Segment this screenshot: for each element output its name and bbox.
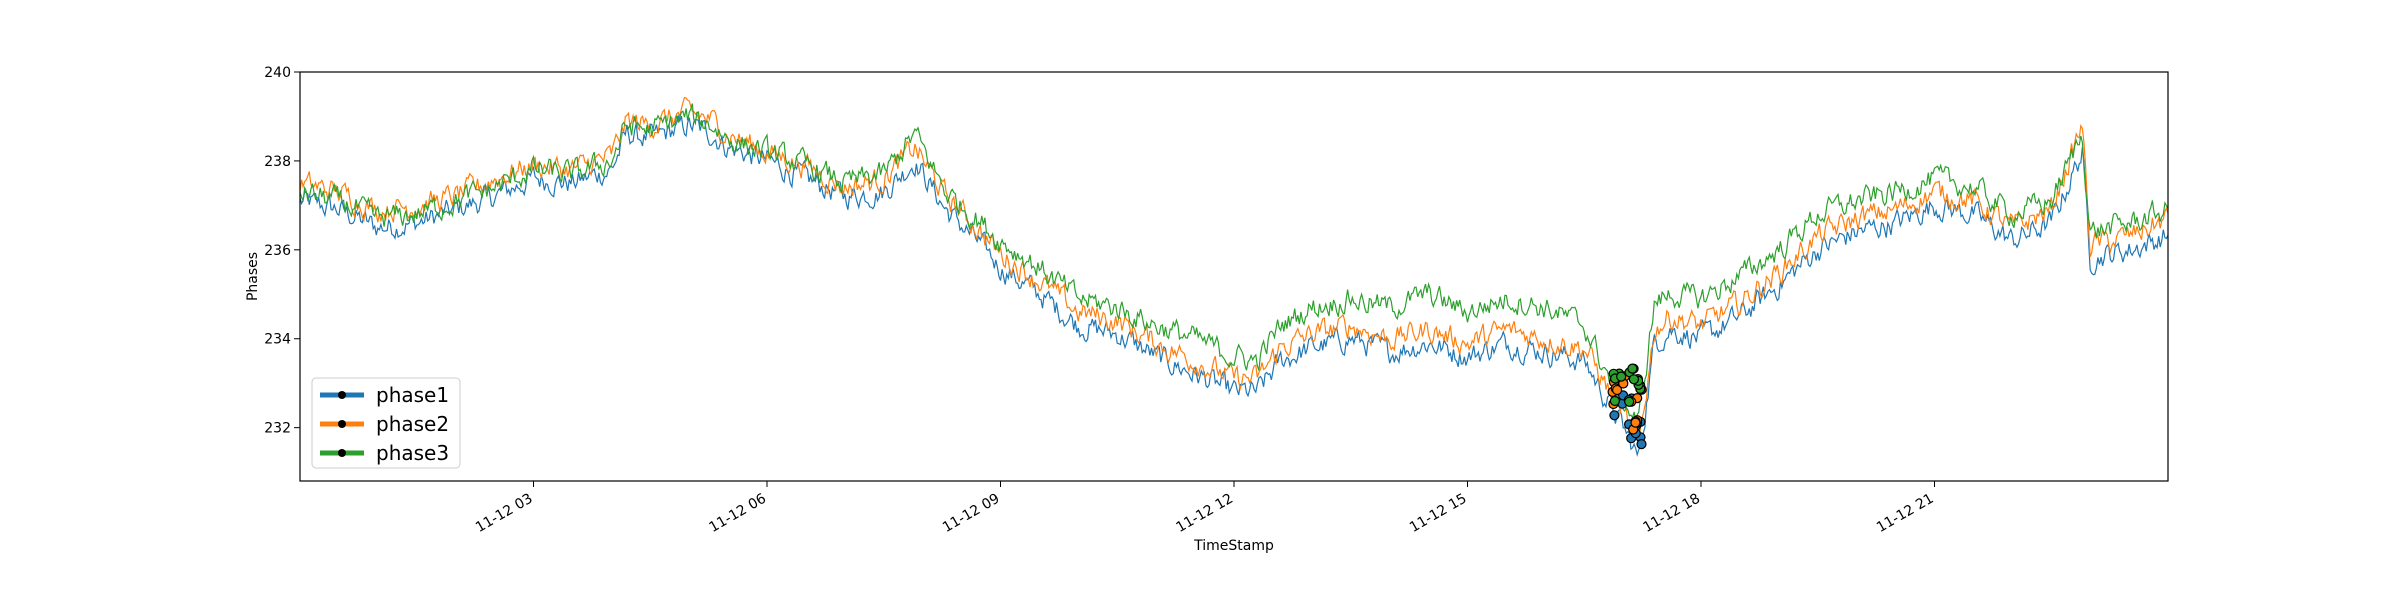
data-marker-phase1: [1636, 439, 1647, 450]
data-marker-phase3: [1624, 396, 1635, 407]
marker-layer: [1607, 363, 1647, 450]
legend-marker-phase2: [338, 420, 346, 428]
legend-label-phase2: phase2: [376, 412, 449, 436]
y-tick-label: 232: [264, 421, 291, 437]
y-tick-label: 234: [264, 332, 291, 348]
series-line-phase1: [300, 114, 2168, 458]
legend-marker-phase1: [338, 391, 346, 399]
y-axis-title: Phases: [245, 252, 261, 301]
series-line-phase2: [300, 96, 2168, 438]
y-tick-label: 238: [264, 154, 291, 170]
data-marker-phase3: [1616, 371, 1627, 382]
data-marker-phase2: [1630, 417, 1641, 428]
data-marker-phase3: [1609, 395, 1621, 407]
data-marker-phase3: [1628, 374, 1640, 385]
y-axis: 232 234 236 238 240: [264, 65, 300, 437]
series-layer: [300, 96, 2168, 458]
x-axis-title: TimeStamp: [1193, 538, 1274, 554]
legend-label-phase3: phase3: [376, 441, 449, 465]
data-marker-phase1: [1609, 410, 1620, 421]
legend-box: [311, 377, 461, 469]
data-marker-phase2: [1611, 384, 1623, 396]
legend: phase1 phase2 phase3: [311, 377, 461, 469]
legend-label-phase1: phase1: [376, 383, 449, 407]
data-marker-phase3: [1627, 363, 1638, 374]
y-tick-label: 236: [264, 243, 291, 259]
y-tick-label: 240: [264, 65, 291, 81]
legend-marker-phase3: [338, 449, 346, 457]
series-line-phase3: [300, 103, 2168, 422]
